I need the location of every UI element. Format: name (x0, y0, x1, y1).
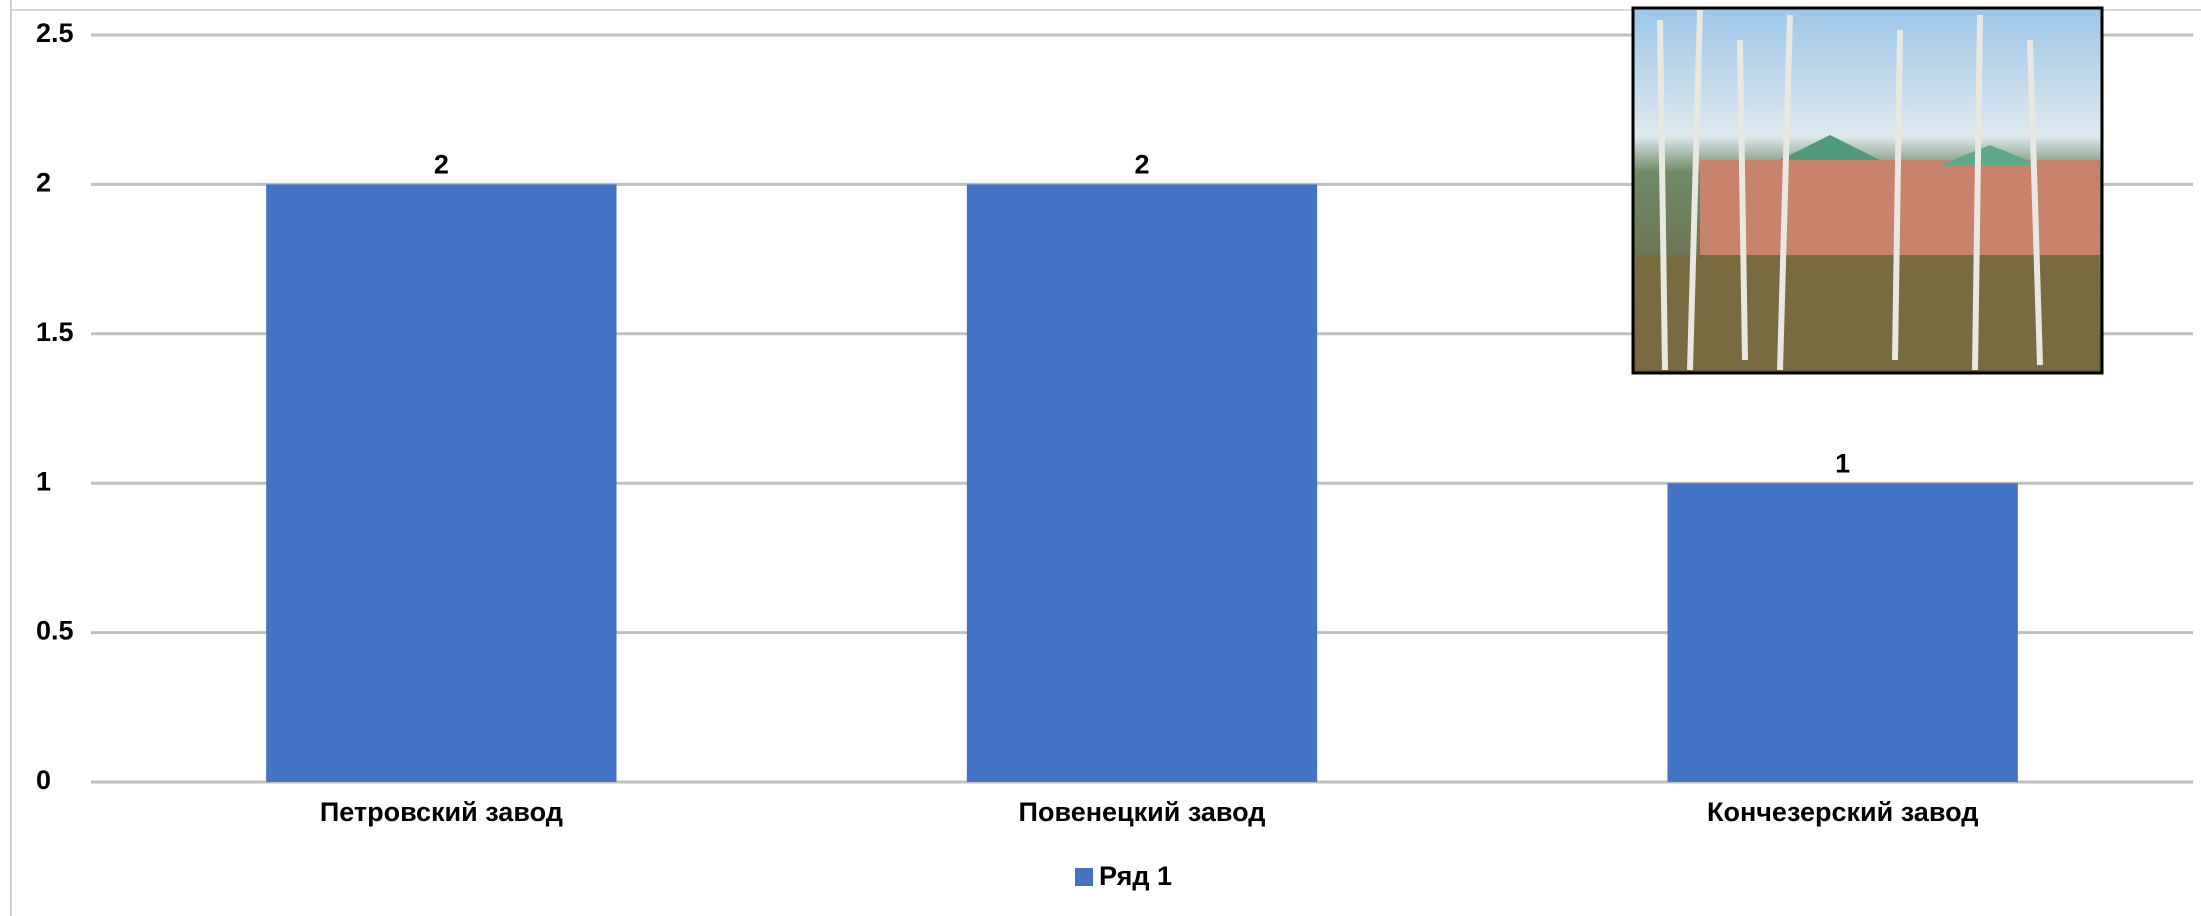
x-tick-label: Кончезерский завод (1707, 797, 1978, 827)
x-tick-label: Повенецкий завод (1019, 797, 1266, 827)
legend-swatch (1075, 868, 1093, 886)
y-tick-label: 1.5 (36, 317, 74, 347)
value-label: 1 (1835, 448, 1850, 478)
y-tick-label: 1 (36, 466, 51, 496)
bar (1667, 483, 2018, 782)
bar (966, 184, 1318, 782)
plot-area: 0 0.5 1 1.5 2 2.5 Петровский завод Повенецкий з… (36, 18, 2193, 891)
y-tick-label: 0.5 (36, 616, 74, 646)
value-label: 2 (1134, 150, 1149, 180)
bar (266, 184, 617, 782)
photo (1631, 6, 2104, 375)
y-tick-label: 2 (36, 168, 51, 198)
y-tick-label: 0 (36, 765, 51, 795)
legend-label: Ряд 1 (1099, 861, 1172, 891)
y-tick-label: 2.5 (36, 18, 74, 48)
value-label: 2 (434, 150, 449, 180)
x-tick-label: Петровский завод (320, 797, 563, 827)
